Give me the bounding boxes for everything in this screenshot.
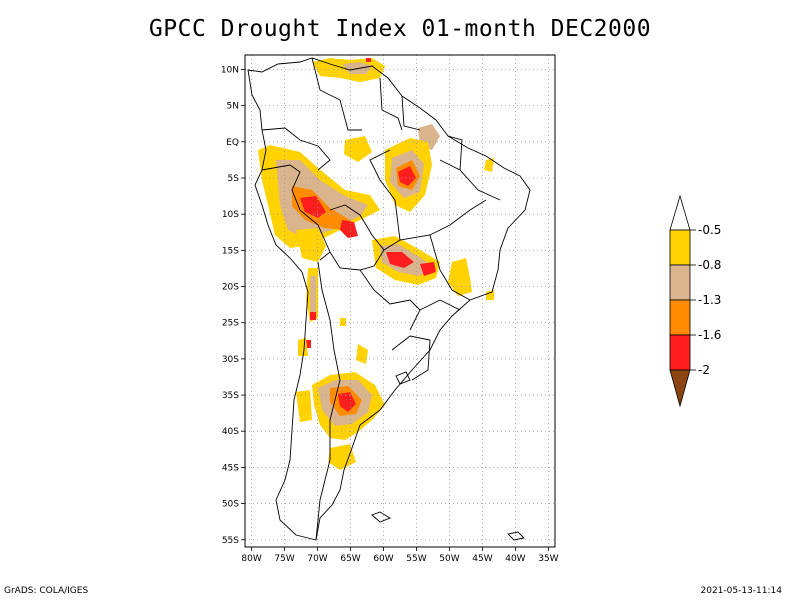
brazil-interior-4	[369, 149, 401, 241]
lon-tick-label: 80W	[241, 554, 261, 564]
map-frame-background	[245, 55, 555, 547]
lat-tick-label: 5S	[228, 174, 240, 184]
drought-patch-guiana	[344, 136, 372, 162]
continent-outline	[247, 57, 531, 541]
brazil-interior-1	[383, 199, 487, 251]
guiana-border	[379, 77, 403, 131]
drought-patch-pampas-red	[338, 392, 356, 412]
lon-tick-label: 70W	[307, 554, 327, 564]
drought-patch-buenos-aires	[296, 390, 312, 422]
island-3	[395, 371, 411, 385]
argentina-border	[315, 261, 341, 541]
legend-bin-1	[669, 229, 691, 266]
peru-border	[261, 164, 331, 261]
island-1	[371, 511, 392, 523]
legend-label-2: -0.8	[698, 258, 721, 272]
footer-credit: GrADS: COLA/IGES	[4, 586, 89, 596]
longitude-ticks: 80W 75W 70W 65W 60W 55W 50W 45W 40W 35W	[241, 547, 559, 564]
lat-tick-label: 25S	[222, 319, 239, 329]
colombia-border	[261, 127, 331, 171]
drought-patches	[258, 58, 494, 470]
lat-tick-label: 10N	[221, 65, 239, 75]
map-frame	[244, 54, 556, 548]
legend-arrow-bottom	[669, 369, 691, 408]
drought-patch-north-coast-dot	[366, 58, 371, 62]
legend-label-5: -2	[698, 363, 710, 377]
brazil-interior-6	[419, 299, 461, 311]
lat-tick-label: 45S	[222, 463, 239, 473]
lat-tick-label: 15S	[222, 246, 239, 256]
lat-tick-label: EQ	[226, 138, 239, 148]
drought-patch-bolivia-red	[340, 220, 358, 238]
drought-patch-patagonia	[328, 444, 356, 470]
footer-timestamp: 2021-05-13-11:14	[700, 586, 783, 596]
drought-patch-goias-red	[420, 262, 436, 276]
latitude-ticks: 10N 5N EQ 5S 10S 15S 20S 25S 30S 35S 40S 45S 50S 55S	[221, 65, 245, 546]
drought-patch-chile-red-1	[310, 312, 316, 320]
lat-tick-label: 50S	[222, 500, 239, 510]
legend-label-4: -1.6	[698, 328, 721, 342]
brazil-interior-2	[429, 234, 471, 301]
chart-title: GPCC Drought Index 01-month DEC2000	[148, 16, 652, 42]
lon-tick-label: 45W	[472, 554, 492, 564]
legend-label-1: -0.5	[698, 223, 721, 237]
lon-tick-label: 35W	[538, 554, 558, 564]
drought-patch-peru-red	[300, 196, 326, 218]
uruguay-border	[391, 335, 431, 381]
lat-tick-label: 30S	[222, 355, 239, 365]
legend-bin-3	[669, 299, 691, 336]
drought-patch-east-coast	[484, 158, 494, 172]
drought-patch-rio	[486, 290, 494, 300]
brazil-interior-5	[447, 135, 463, 171]
drought-patch-central-brazil-red	[386, 252, 414, 268]
legend-bin-2	[669, 264, 691, 301]
legend-arrow-top	[669, 194, 691, 231]
lon-tick-label: 60W	[373, 554, 393, 564]
drought-patch-north-coast-core	[342, 62, 372, 74]
drought-patch-central-argentina-small	[340, 318, 346, 326]
lat-tick-label: 40S	[222, 427, 239, 437]
lon-tick-label: 55W	[406, 554, 426, 564]
lat-tick-label: 55S	[222, 536, 239, 546]
venezuela-border	[311, 57, 362, 131]
lat-tick-label: 10S	[222, 210, 239, 220]
lon-tick-label: 75W	[274, 554, 294, 564]
country-borders	[247, 57, 531, 541]
lat-tick-label: 20S	[222, 283, 239, 293]
lon-tick-label: 40W	[505, 554, 525, 564]
paraguay-border	[359, 269, 421, 331]
drought-patch-chile-strip-mid	[310, 276, 316, 314]
drought-patch-chile-south	[298, 338, 308, 356]
drought-patch-chile-red-2	[304, 340, 311, 348]
lon-tick-label: 50W	[439, 554, 459, 564]
legend-label-3: -1.3	[698, 293, 721, 307]
brazil-interior-3	[439, 159, 501, 201]
guiana-border-2	[401, 95, 421, 131]
lat-tick-label: 35S	[222, 391, 239, 401]
island-2	[507, 531, 525, 541]
legend-colorbar: -0.5 -0.8 -1.3 -1.6 -2	[669, 194, 721, 408]
lat-tick-label: 5N	[227, 102, 239, 112]
legend-bin-4	[669, 334, 691, 371]
drought-patch-central-amazon-red	[398, 166, 416, 186]
lon-tick-label: 65W	[340, 554, 360, 564]
drought-patch-central-andes	[296, 228, 326, 262]
